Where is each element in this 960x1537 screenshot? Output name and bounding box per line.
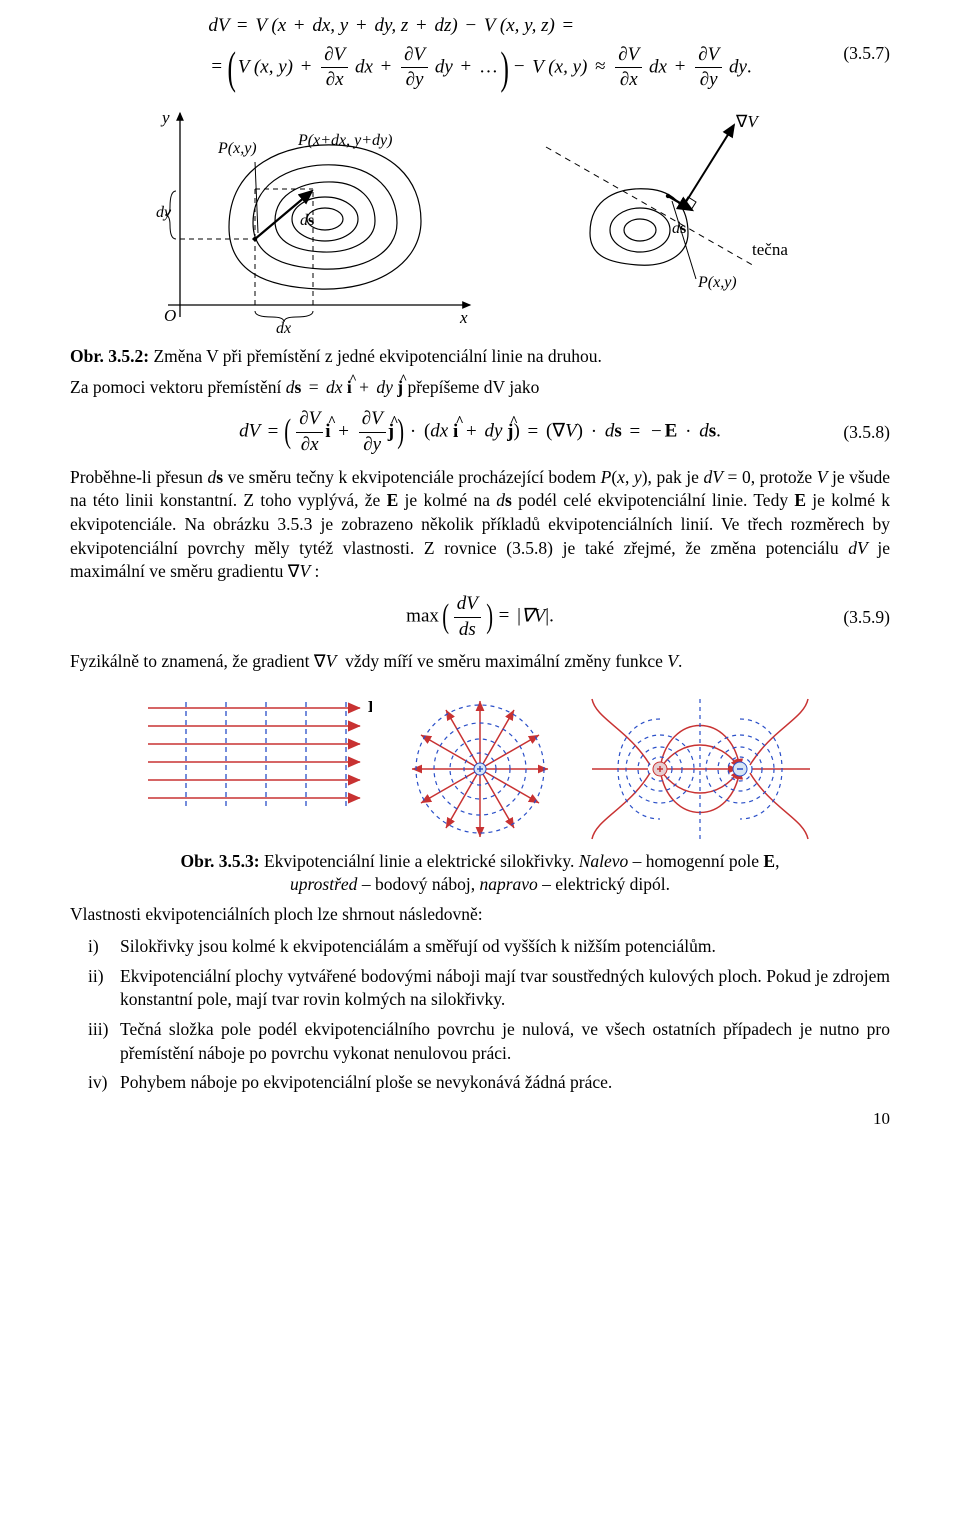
svg-text:O: O xyxy=(164,306,176,325)
list-item: ii) Ekvipotenciální plochy vytvářené bod… xyxy=(88,965,890,1012)
figure-3-5-2: y x O dy dx d xyxy=(70,107,890,337)
fig353-dipole xyxy=(588,694,818,844)
text-ds-post: přepíšeme dV jako xyxy=(407,377,539,397)
list-txt-ii: Ekvipotenciální plochy vytvářené bodovým… xyxy=(120,965,890,1012)
equation-3-5-8-body: dV = ( ∂V∂xi + ∂V∂yj ) · (dx i + dy j) =… xyxy=(239,407,721,457)
props-heading: Vlastnosti ekvipotenciálních ploch lze s… xyxy=(70,903,890,927)
equation-3-5-7-body: dV = V (x + dx, y + dy, z + dz) − V (x, … xyxy=(208,14,751,93)
list-ord-iii: iii) xyxy=(88,1018,120,1065)
equation-number-359: (3.5.9) xyxy=(843,607,890,628)
list-item: i) Silokřivky jsou kolmé k ekvipotenciál… xyxy=(88,935,890,959)
svg-text:∇V: ∇V xyxy=(735,112,760,131)
equation-3-5-9: max ( dVds ) = |∇V|. (3.5.9) xyxy=(70,592,890,642)
figure-3-5-3: E xyxy=(70,694,890,844)
figure-3-5-3-caption: Obr. 3.5.3: Ekvipotenciální linie a elek… xyxy=(70,850,890,896)
list-txt-iv: Pohybem náboje po ekvipotenciální ploše … xyxy=(120,1071,890,1095)
figure-3-5-2-caption: Obr. 3.5.2: Změna V při přemístění z jed… xyxy=(70,345,890,368)
text-ds-pre: Za pomoci vektoru přemístění xyxy=(70,377,286,397)
sentence-after-359: Fyzikálně to znamená, že gradient ∇V vžd… xyxy=(70,650,890,674)
list-item: iii) Tečná složka pole podél ekvipotenci… xyxy=(88,1018,890,1065)
svg-text:dx: dx xyxy=(276,320,291,337)
fig352-caption-lead: Obr. 3.5.2: xyxy=(70,346,149,366)
svg-text:y: y xyxy=(160,108,170,127)
svg-text:tečna: tečna xyxy=(752,240,788,259)
svg-text:E: E xyxy=(368,697,372,716)
paragraph-after-358: Proběhne-li přesun ds ve směru tečny k e… xyxy=(70,466,890,584)
fig353-pointcharge xyxy=(400,694,560,844)
page-number: 10 xyxy=(70,1109,890,1129)
properties-list: i) Silokřivky jsou kolmé k ekvipotenciál… xyxy=(88,935,890,1095)
equation-3-5-7: dV = V (x + dx, y + dy, z + dz) − V (x, … xyxy=(70,14,890,93)
svg-text:P(x+dx, y+dy): P(x+dx, y+dy) xyxy=(297,132,392,149)
equation-3-5-8: dV = ( ∂V∂xi + ∂V∂yj ) · (dx i + dy j) =… xyxy=(70,407,890,457)
fig353-caption-main: Ekvipotenciální linie a elektrické silok… xyxy=(260,851,575,871)
svg-text:P(x,y): P(x,y) xyxy=(217,140,257,157)
fig353-caption-lead: Obr. 3.5.3: xyxy=(181,851,260,871)
list-ord-iv: iv) xyxy=(88,1071,120,1095)
figure-3-5-2-right: ds ∇V tečna P(x,y) xyxy=(520,107,810,337)
list-ord-i: i) xyxy=(88,935,120,959)
equation-3-5-9-body: max ( dVds ) = |∇V|. xyxy=(406,592,554,642)
svg-text:ds: ds xyxy=(300,212,314,229)
svg-text:P(x,y): P(x,y) xyxy=(697,274,737,291)
figure-3-5-2-left: y x O dy dx d xyxy=(150,107,480,337)
list-item: iv) Pohybem náboje po ekvipotenciální pl… xyxy=(88,1071,890,1095)
equation-number-357: (3.5.7) xyxy=(843,43,890,64)
fig352-caption-text: Změna V při přemístění z jedné ekvipoten… xyxy=(149,346,602,366)
equation-number-358: (3.5.8) xyxy=(843,422,890,443)
list-txt-i: Silokřivky jsou kolmé k ekvipotenciálám … xyxy=(120,935,890,959)
svg-text:x: x xyxy=(459,308,468,327)
fig353-uniform: E xyxy=(142,694,372,818)
sentence-ds-vector: Za pomoci vektoru přemístění ds = dx i +… xyxy=(70,376,890,400)
list-ord-ii: ii) xyxy=(88,965,120,1012)
list-txt-iii: Tečná složka pole podél ekvipotenciálníh… xyxy=(120,1018,890,1065)
